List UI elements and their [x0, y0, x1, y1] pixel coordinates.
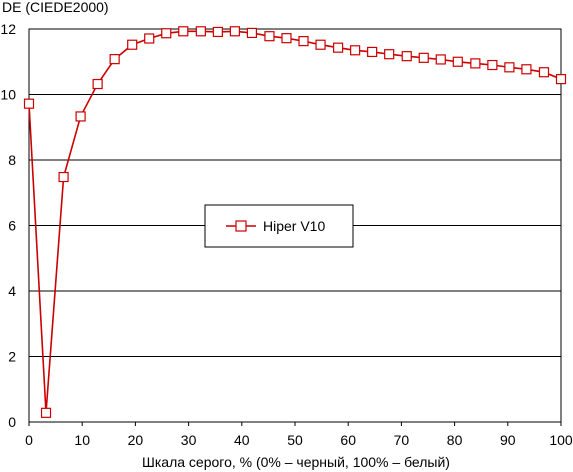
x-tick-label-1: 10	[74, 432, 90, 448]
legend: Hiper V10	[204, 204, 354, 248]
data-point-27	[487, 59, 498, 71]
y-tick-label-5: 10	[0, 87, 16, 103]
x-tick-label-9: 90	[500, 432, 516, 448]
data-point-1	[40, 407, 52, 418]
data-point-12	[229, 26, 240, 37]
legend-series-marker	[235, 220, 247, 232]
x-tick-label-5: 50	[287, 432, 303, 448]
series-layer	[23, 26, 567, 418]
data-point-4	[92, 78, 103, 90]
data-point-6	[127, 39, 138, 50]
data-point-9	[178, 26, 189, 37]
data-point-29	[521, 64, 532, 75]
data-point-13	[246, 27, 258, 39]
data-point-23	[418, 52, 429, 63]
x-tick-label-7: 70	[394, 432, 410, 448]
y-tick-label-1: 2	[8, 349, 16, 365]
x-tick-label-3: 30	[181, 432, 197, 448]
x-tick-label-10: 100	[549, 432, 573, 448]
y-tick-label-4: 8	[8, 152, 16, 168]
data-point-15	[281, 33, 292, 44]
data-point-7	[144, 33, 155, 44]
y-tick-label-0: 0	[8, 414, 16, 430]
data-point-25	[452, 56, 463, 67]
data-point-30	[538, 67, 550, 78]
x-tick-label-8: 80	[447, 432, 463, 448]
data-point-24	[435, 54, 446, 65]
data-point-0	[23, 98, 35, 109]
data-point-14	[264, 31, 275, 42]
legend-series-label: Hiper V10	[263, 218, 325, 234]
data-point-20	[367, 46, 378, 58]
data-point-8	[161, 28, 172, 39]
data-point-10	[195, 26, 206, 37]
data-point-26	[470, 58, 481, 69]
data-point-17	[315, 39, 326, 50]
data-point-11	[212, 26, 223, 38]
x-tick-label-2: 20	[128, 432, 144, 448]
x-axis: 0 10 20 30 40 50 60 70 80 90 100	[25, 422, 573, 448]
data-point-18	[332, 42, 344, 53]
data-point-2	[58, 171, 69, 183]
data-point-31	[555, 74, 567, 85]
data-point-16	[298, 36, 309, 47]
y-tick-label-3: 6	[8, 218, 16, 234]
y-axis-title: DE (CIEDE2000)	[2, 0, 109, 15]
data-point-19	[350, 45, 361, 56]
y-tick-label-6: 12	[0, 21, 16, 37]
x-tick-label-0: 0	[25, 432, 33, 448]
x-axis-title: Шкала серого, % (0% – черный, 100% – бел…	[142, 454, 450, 470]
data-point-3	[75, 111, 86, 122]
y-tick-label-2: 4	[8, 283, 16, 299]
data-point-21	[384, 49, 395, 60]
data-point-5	[109, 54, 120, 65]
data-point-22	[401, 51, 412, 62]
y-axis: 0 2 4 6 8 10 12	[0, 21, 16, 430]
x-tick-label-4: 40	[234, 432, 250, 448]
x-tick-label-6: 60	[340, 432, 356, 448]
data-point-28	[504, 62, 515, 73]
